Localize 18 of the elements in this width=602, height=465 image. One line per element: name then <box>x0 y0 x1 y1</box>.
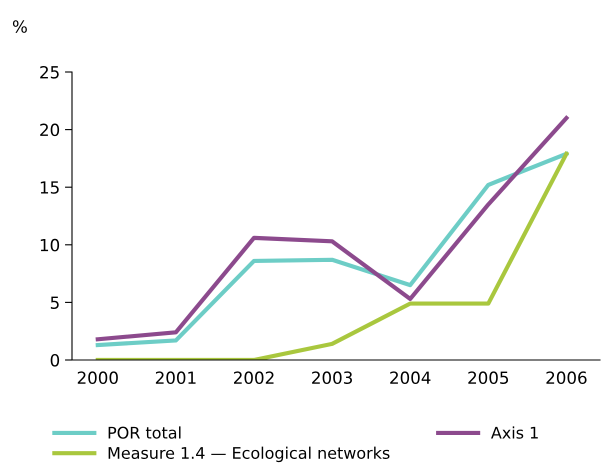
y-tick-label: 0 <box>50 354 60 367</box>
y-tick-label: 5 <box>50 296 59 309</box>
x-tick-label: 2000 <box>78 371 118 384</box>
legend-label: Measure 1.4 — Ecological networks <box>108 446 390 462</box>
line-series <box>96 116 568 342</box>
legend-label: Axis 1 <box>491 426 538 439</box>
x-tick-label: 2005 <box>468 371 508 384</box>
y-tick-label: 15 <box>40 181 59 194</box>
x-tick-label: 2003 <box>312 371 352 384</box>
y-tick-label: 10 <box>40 238 60 252</box>
x-tick-label: 2002 <box>234 371 274 384</box>
y-tick-label: 25 <box>40 66 59 79</box>
legend-label: POR total <box>108 426 180 439</box>
y-axis-title: % <box>12 20 27 33</box>
x-tick-label: 2004 <box>390 371 430 384</box>
x-tick-label: 2006 <box>546 371 587 384</box>
y-tick-label: 20 <box>40 124 60 136</box>
x-tick-label: 2001 <box>156 371 196 384</box>
